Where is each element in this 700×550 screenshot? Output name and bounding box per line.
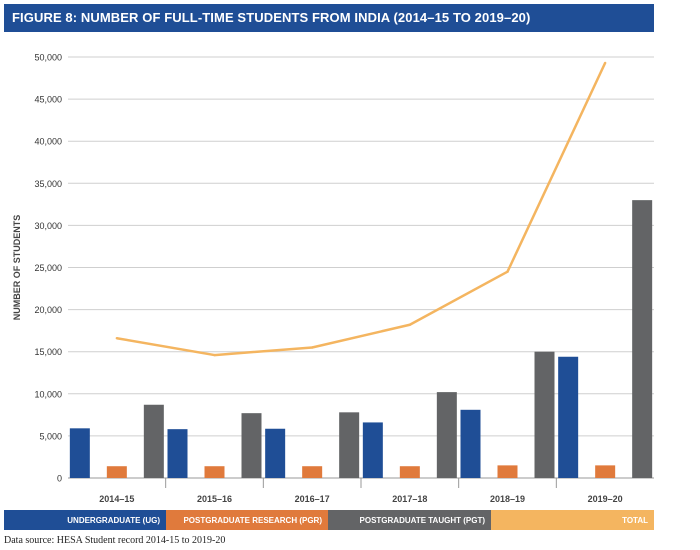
legend-item-undergraduate-ug: UNDERGRADUATE (UG) xyxy=(4,510,166,530)
point-total-1 xyxy=(213,353,216,357)
bar-undergraduate-ug-0 xyxy=(69,428,90,478)
bar-postgraduate-taught-pgt-0 xyxy=(143,404,164,478)
y-tick-label: 15,000 xyxy=(34,347,62,357)
point-total-4 xyxy=(506,270,509,273)
point-total-0 xyxy=(115,337,119,340)
y-tick-label: 5,000 xyxy=(39,431,62,441)
y-tick-label: 35,000 xyxy=(34,179,62,189)
data-source: Data source: HESA Student record 2014-15… xyxy=(4,535,226,546)
line-total xyxy=(116,62,607,357)
chart: 0 5,000 10,000 15,000 20,000 25,000 30,000 35,0… xyxy=(12,53,654,504)
y-tick-label: 10,000 xyxy=(34,389,62,399)
y-tick-label: 20,000 xyxy=(34,305,62,315)
bar-undergraduate-ug-4 xyxy=(460,409,481,478)
point-total-2 xyxy=(310,346,314,349)
title-bar: FIGURE 8: NUMBER OF FULL-TIME STUDENTS F… xyxy=(4,4,654,32)
bar-postgraduate-taught-pgt-2 xyxy=(339,412,360,478)
bar-postgraduate-taught-pgt-3 xyxy=(436,392,457,478)
bar-undergraduate-ug-1 xyxy=(167,429,188,478)
bar-undergraduate-ug-3 xyxy=(362,422,383,478)
x-tick-label: 2016–17 xyxy=(295,494,330,504)
y-tick-label: 30,000 xyxy=(34,221,62,231)
y-tick-label: 40,000 xyxy=(34,137,62,147)
chart-title: FIGURE 8: NUMBER OF FULL-TIME STUDENTS F… xyxy=(12,10,531,25)
y-tick-label: 45,000 xyxy=(34,95,62,105)
bar-postgraduate-research-pgr-2 xyxy=(302,466,323,478)
legend: UNDERGRADUATE (UG) POSTGRADUATE RESEARCH … xyxy=(4,510,654,530)
bar-undergraduate-ug-5 xyxy=(558,356,579,478)
point-total-5 xyxy=(603,61,607,65)
x-tick-label: 2018–19 xyxy=(490,494,525,504)
bar-postgraduate-research-pgr-4 xyxy=(497,465,518,478)
bar-postgraduate-taught-pgt-4 xyxy=(534,351,555,478)
legend-item-total: TOTAL xyxy=(491,510,654,530)
x-tick-label: 2019–20 xyxy=(588,494,623,504)
x-tick-label: 2014–15 xyxy=(99,494,134,504)
legend-item-postgraduate-research-pgr: POSTGRADUATE RESEARCH (PGR) xyxy=(166,510,328,530)
y-tick-label: 0 xyxy=(57,474,62,484)
x-tick-label: 2015–16 xyxy=(197,494,232,504)
bar-postgraduate-taught-pgt-1 xyxy=(241,413,262,478)
y-tick-label: 25,000 xyxy=(34,263,62,273)
bar-postgraduate-research-pgr-0 xyxy=(106,466,127,478)
bar-undergraduate-ug-2 xyxy=(265,428,286,478)
point-total-3 xyxy=(408,323,412,326)
bar-postgraduate-research-pgr-3 xyxy=(399,466,420,478)
bar-postgraduate-research-pgr-5 xyxy=(595,465,616,478)
bar-postgraduate-taught-pgt-5 xyxy=(632,200,653,478)
legend-item-postgraduate-taught-pgt: POSTGRADUATE TAUGHT (PGT) xyxy=(328,510,491,530)
y-tick-label: 50,000 xyxy=(34,53,62,63)
y-axis-label: NUMBER OF STUDENTS xyxy=(12,215,22,321)
x-tick-label: 2017–18 xyxy=(392,494,427,504)
bar-postgraduate-research-pgr-1 xyxy=(204,466,225,478)
